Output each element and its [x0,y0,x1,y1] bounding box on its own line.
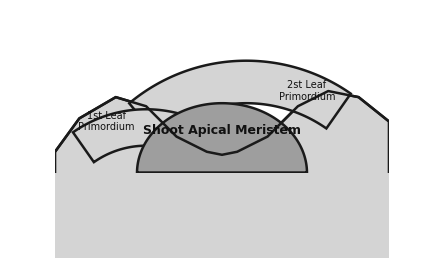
Text: 1st Leaf
Primordium: 1st Leaf Primordium [79,111,135,132]
Polygon shape [73,109,179,162]
Polygon shape [55,173,389,258]
Polygon shape [129,61,351,136]
Text: 2st Leaf
Primordium: 2st Leaf Primordium [279,80,335,102]
Polygon shape [137,103,307,173]
Text: Shoot Apical Meristem: Shoot Apical Meristem [143,124,301,137]
Polygon shape [55,91,389,258]
